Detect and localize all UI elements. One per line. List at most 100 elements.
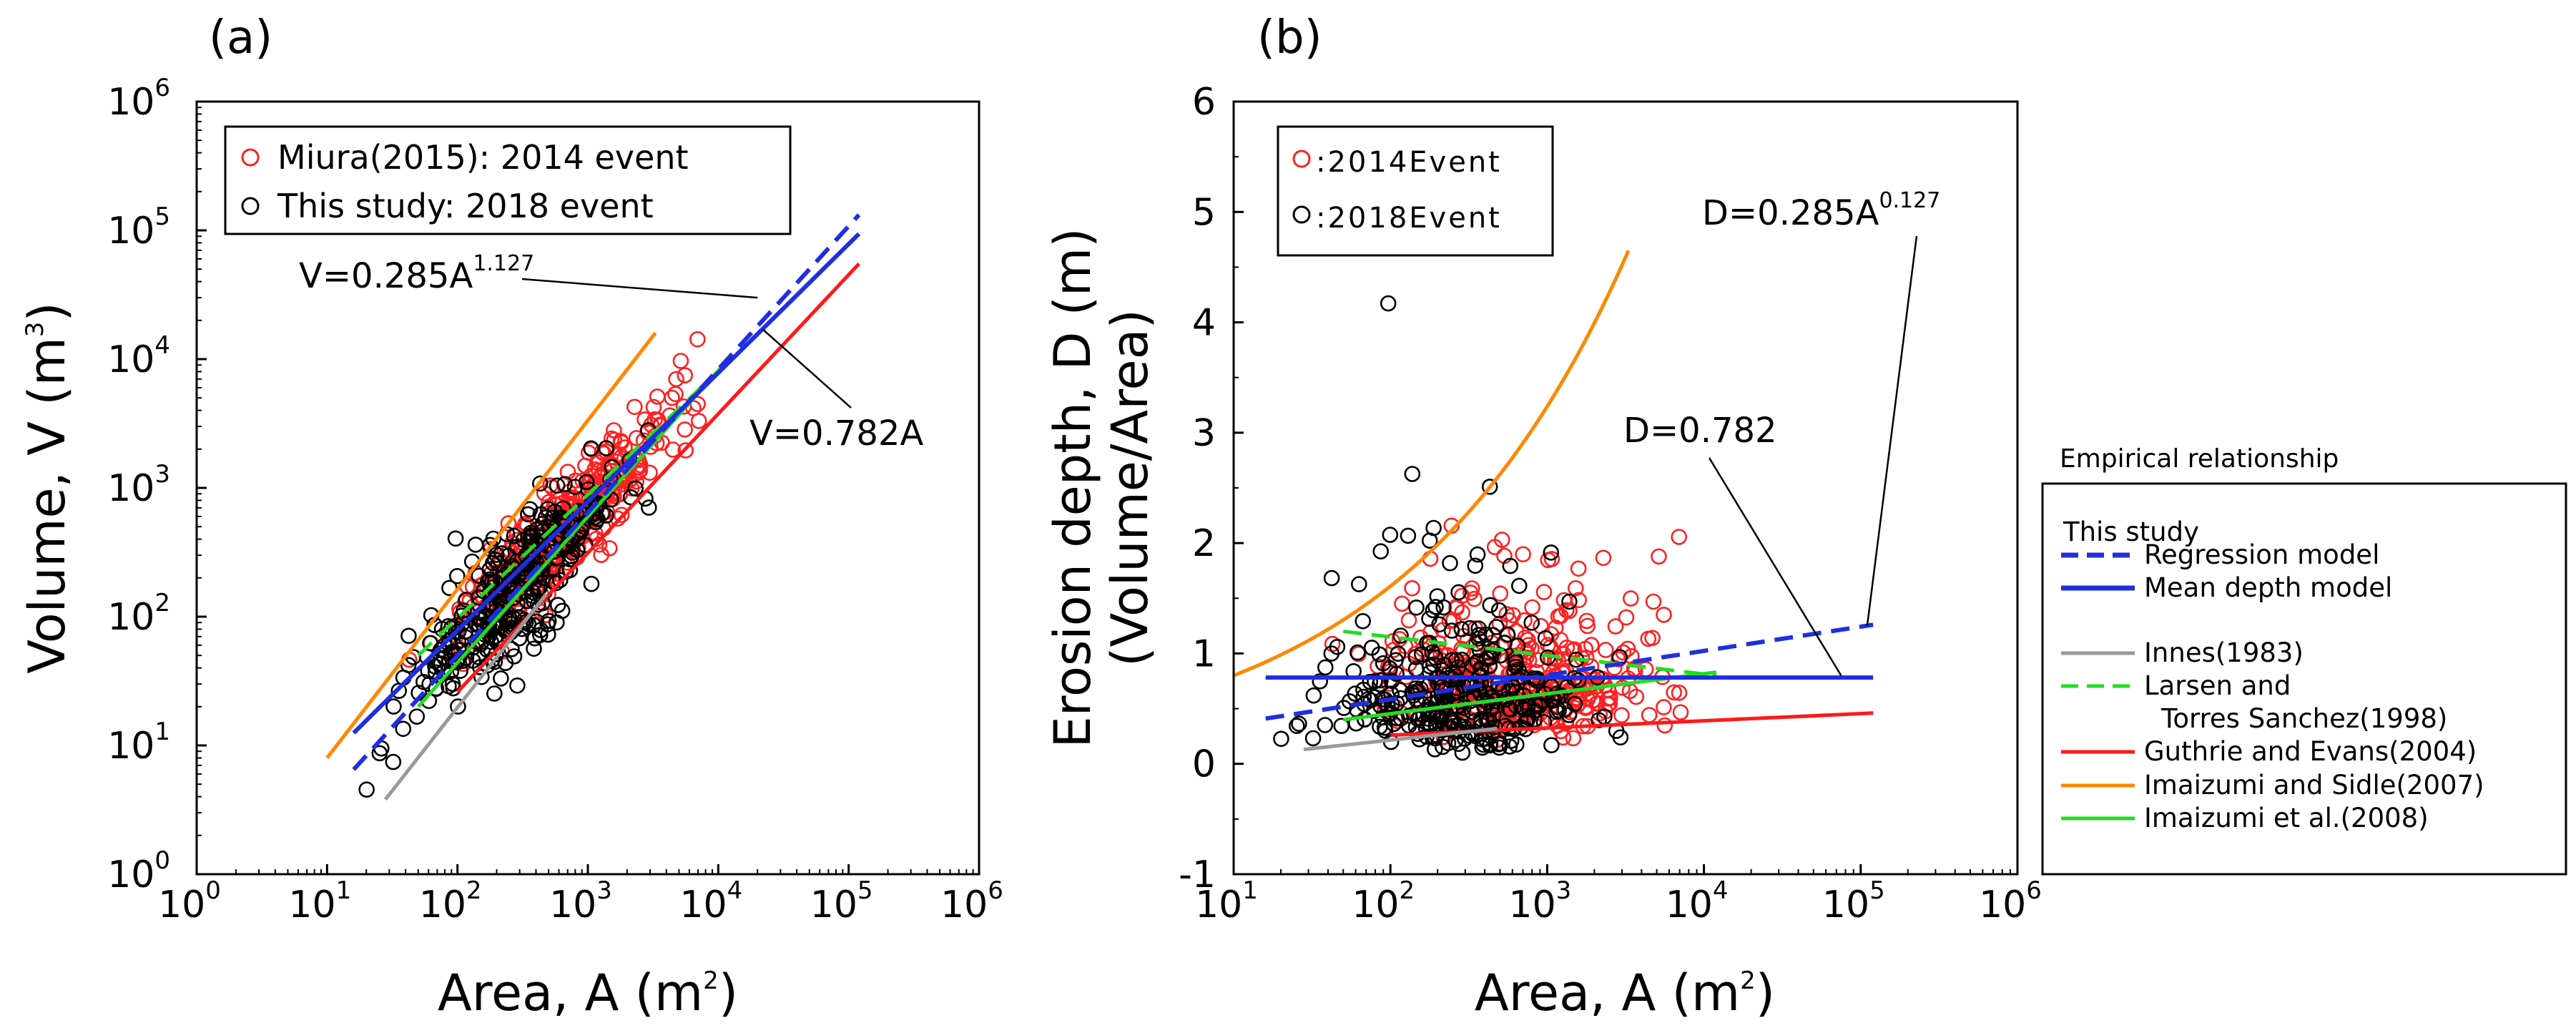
- point-2014: [1565, 730, 1582, 747]
- empirical-label-larsen: Larsen and: [2144, 670, 2291, 701]
- point-2014: [1671, 685, 1688, 701]
- y-tick-label: 5: [1192, 191, 1216, 234]
- empirical-label-guthrie: Guthrie and Evans(2004): [2144, 736, 2477, 767]
- point-2018: [1454, 744, 1471, 761]
- point-2014: [1493, 638, 1510, 655]
- point-2018: [1500, 700, 1518, 718]
- point-2018: [598, 440, 615, 456]
- point-2014: [601, 540, 618, 557]
- point-2014: [1666, 684, 1682, 701]
- point-2018: [509, 677, 526, 694]
- point-2018: [1460, 727, 1476, 744]
- x-tick-label: 105: [1822, 876, 1885, 926]
- x-tick-label: 104: [1666, 876, 1729, 926]
- point-2014: [1644, 630, 1661, 647]
- point-2018: [1390, 645, 1407, 662]
- point-2018: [1425, 703, 1442, 720]
- point-2014: [1570, 560, 1587, 577]
- y-tick-label: 104: [107, 331, 170, 381]
- point-2018: [422, 635, 438, 652]
- empirical-label-mean_depth: Mean depth model: [2144, 572, 2392, 603]
- point-2014: [1561, 602, 1578, 620]
- point-2018: [1450, 659, 1467, 676]
- point-2018: [551, 572, 569, 589]
- x-tick-label: 103: [1508, 876, 1571, 926]
- leader-line-b-mean: [1708, 457, 1842, 676]
- point-2018: [1508, 654, 1524, 671]
- point-2018: [486, 685, 503, 702]
- point-2014: [1400, 612, 1417, 629]
- point-2018: [1273, 730, 1289, 748]
- point-2018: [583, 440, 599, 457]
- y-tick-label: 2: [1192, 522, 1216, 565]
- point-2014: [1505, 607, 1521, 624]
- panel-a-annotations: V=0.285A1.127 V=0.782A: [299, 251, 923, 454]
- point-2018: [1488, 619, 1505, 635]
- point-2014: [1515, 546, 1531, 563]
- annotation-a-mean: V=0.782A: [749, 413, 923, 454]
- point-2014: [1671, 529, 1687, 545]
- point-2014: [641, 464, 658, 481]
- point-2018: [549, 477, 566, 494]
- point-2014: [1619, 640, 1636, 657]
- point-2014: [1547, 620, 1564, 636]
- point-2018: [583, 575, 600, 592]
- point-2014: [677, 367, 694, 383]
- point-2018: [1372, 543, 1389, 560]
- point-2018: [1427, 599, 1444, 615]
- point-2014: [1583, 637, 1600, 653]
- point-2018: [1380, 295, 1397, 312]
- point-2014: [1607, 618, 1624, 635]
- point-2018: [640, 499, 657, 516]
- point-2018: [1468, 635, 1485, 652]
- point-2014: [672, 353, 689, 369]
- point-2014: [664, 389, 680, 406]
- point-2014: [1529, 652, 1545, 668]
- y-tick-label: 103: [107, 460, 170, 510]
- point-2018: [1392, 627, 1409, 644]
- line-b-regression-model: [1265, 622, 1874, 721]
- x-tick-label: 101: [1195, 876, 1258, 926]
- panel-a-plot-area: [325, 213, 861, 801]
- x-tick-label: 106: [940, 876, 1003, 926]
- point-2018: [1467, 557, 1484, 574]
- point-2018: [1548, 703, 1565, 720]
- point-2014: [1445, 612, 1462, 629]
- point-2014: [645, 398, 662, 416]
- point-2014: [1618, 609, 1635, 626]
- point-2018: [518, 592, 536, 610]
- x-tick-label: 104: [679, 876, 742, 926]
- point-2018: [1363, 640, 1380, 656]
- point-2018: [598, 507, 614, 524]
- point-2018: [395, 720, 412, 738]
- point-2018: [1548, 698, 1565, 715]
- point-2014: [1404, 579, 1420, 597]
- point-2018: [1469, 546, 1486, 563]
- line-a-regression-model: [352, 213, 861, 771]
- point-2018: [1516, 701, 1533, 718]
- point-2014: [1623, 647, 1640, 665]
- point-2018: [546, 503, 564, 520]
- empirical-label-imaizumi_sidle: Imaizumi and Sidle(2007): [2144, 770, 2484, 801]
- point-2014: [667, 386, 684, 403]
- point-2018: [515, 532, 532, 549]
- line-a-imaizumi-and-sidle-2007-: [325, 331, 657, 759]
- point-2018: [1317, 717, 1334, 733]
- point-2018: [1490, 602, 1508, 619]
- point-2014: [1672, 704, 1689, 721]
- point-2014: [1641, 707, 1658, 723]
- point-2018: [1388, 695, 1405, 712]
- point-2014: [1557, 714, 1574, 731]
- point-2018: [1383, 672, 1400, 690]
- point-2018: [526, 640, 542, 657]
- point-2018: [390, 682, 408, 700]
- empirical-label-regression: Regression model: [2144, 539, 2379, 570]
- line-b-imaizumi-et-al-2008-: [1342, 670, 1717, 722]
- point-2014: [664, 441, 682, 458]
- y-tick-label: 100: [107, 846, 170, 896]
- annotation-a-regression: V=0.285A1.127: [299, 251, 534, 296]
- y-tick-label: 3: [1192, 412, 1216, 455]
- point-2018: [566, 479, 584, 495]
- empirical-legend-title: Empirical relationship: [2060, 444, 2339, 474]
